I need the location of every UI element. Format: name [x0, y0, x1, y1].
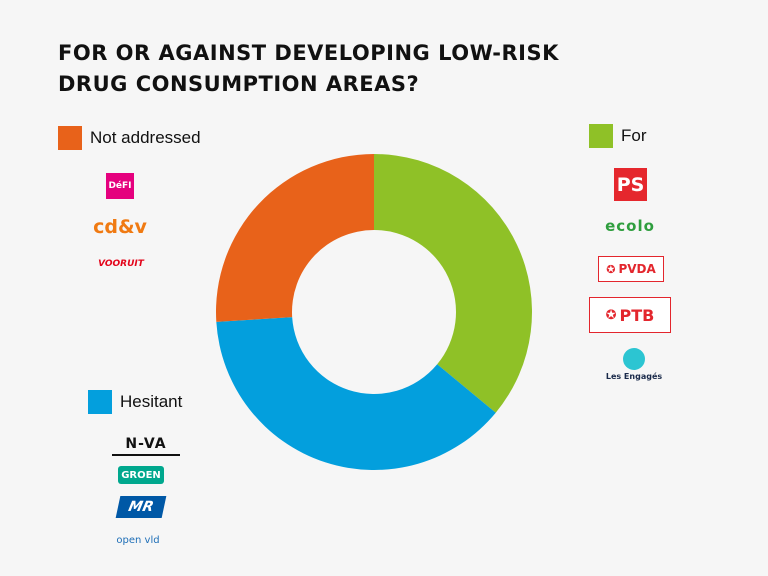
- legend-for: For: [589, 124, 647, 148]
- ecolo-logo: ecolo: [605, 217, 655, 235]
- les-engages-logo: Les Engagés: [606, 344, 662, 384]
- nva-logo: N-VA: [112, 434, 180, 456]
- chart-title: FOR OR AGAINST DEVELOPING LOW-RISK DRUG …: [58, 41, 559, 96]
- legend-label-for: For: [621, 126, 647, 145]
- star-icon: ✪: [605, 307, 617, 322]
- ps-logo: PS: [614, 168, 647, 201]
- donut-slice-not-addressed: [216, 154, 374, 322]
- legend-swatch-not-addressed: [58, 126, 82, 150]
- legend-swatch-for: [589, 124, 613, 148]
- defi-logo: DéFI: [106, 173, 134, 199]
- donut-slice-hesitant: [216, 317, 496, 471]
- legend-label-hesitant: Hesitant: [120, 392, 183, 411]
- ptb-logo: ✪ PTB: [589, 297, 671, 333]
- mr-logo: MR: [115, 496, 167, 518]
- legend-label-not-addressed: Not addressed: [90, 128, 201, 147]
- engages-circle-icon: [623, 347, 645, 370]
- star-icon: ✪: [606, 263, 616, 276]
- donut-slice-for: [374, 154, 532, 413]
- legend-not-addressed: Not addressed: [58, 126, 201, 150]
- legend-hesitant: Hesitant: [88, 390, 182, 414]
- legend-swatch-hesitant: [88, 390, 112, 414]
- groen-logo: GROEN: [118, 466, 164, 484]
- open-vld-logo: open vld: [116, 534, 160, 546]
- vooruit-logo: VOORUIT: [98, 259, 144, 269]
- pvda-logo: ✪ PVDA: [598, 256, 664, 282]
- cdv-logo: cd&v: [93, 216, 147, 238]
